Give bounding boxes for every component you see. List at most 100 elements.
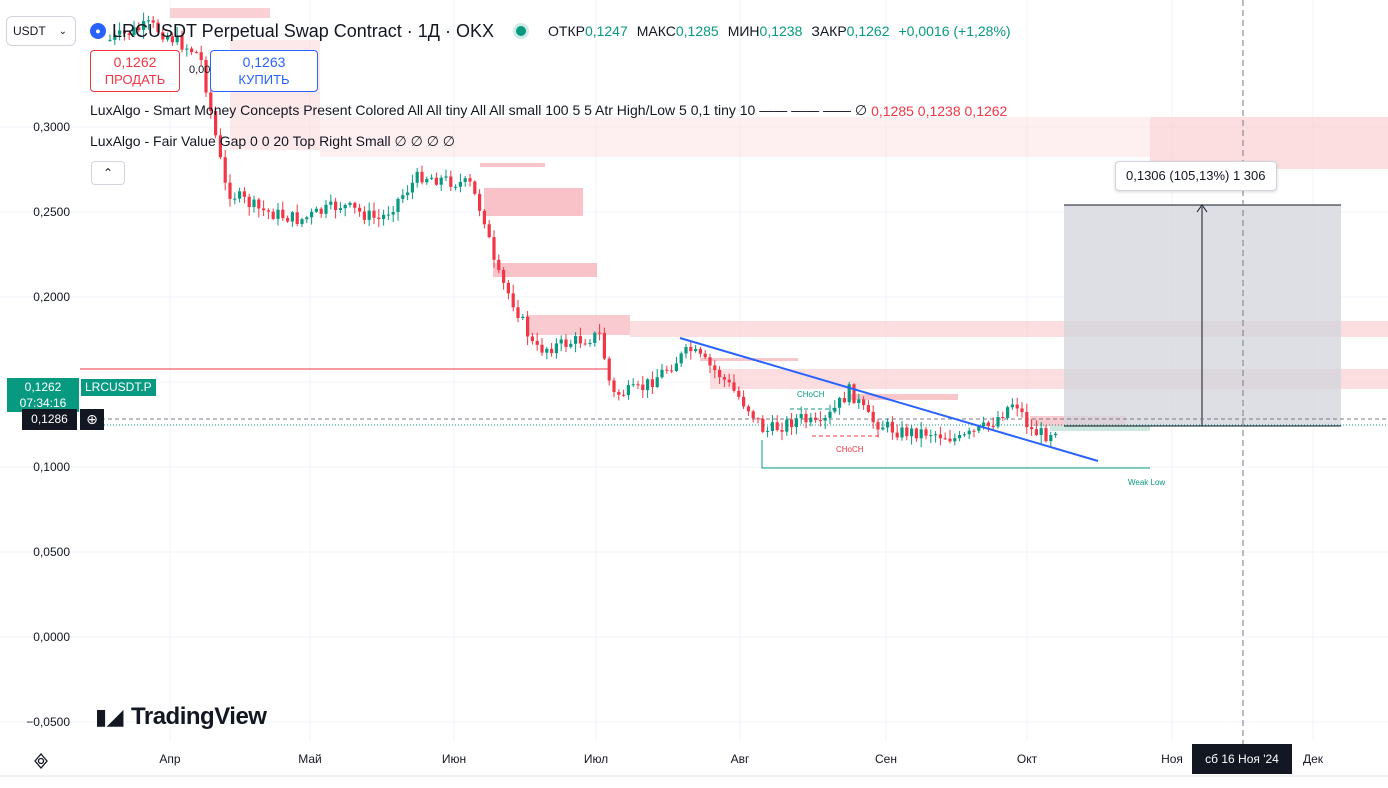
candle (535, 332, 539, 351)
candle (641, 375, 645, 399)
ohlc-high-label: МАКС (636, 23, 676, 39)
last-price-value: 0,1262 (24, 380, 62, 394)
candle (876, 418, 880, 438)
market-status-icon[interactable] (516, 26, 526, 36)
currency-select[interactable]: USDT ⌄ (6, 16, 76, 46)
candle (588, 339, 592, 347)
indicator-smc-values: 0,1285 0,1238 0,1262 (871, 102, 1008, 119)
candle (506, 280, 510, 300)
supply-zone (484, 188, 583, 216)
sell-button[interactable]: 0,1262 ПРОДАТЬ (90, 50, 180, 92)
crosshair-date-tag: сб 16 Ноя '24 (1192, 744, 1292, 774)
tradingview-logo[interactable]: ▮◢ TradingView (95, 703, 267, 731)
candle (444, 169, 448, 182)
candle (511, 284, 515, 312)
supply-zone (170, 8, 270, 18)
candle (233, 192, 237, 205)
candle (953, 433, 957, 446)
candle (550, 342, 554, 357)
candle (540, 338, 544, 356)
candle (938, 426, 942, 446)
x-tick-label: Ноя (1161, 752, 1183, 766)
candle (1015, 397, 1019, 417)
candle (314, 206, 318, 213)
candle (295, 204, 299, 227)
y-tick-label: −0,0500 (26, 715, 70, 729)
candle (794, 414, 798, 435)
weak-low-line (761, 440, 1150, 469)
candle (286, 215, 290, 223)
tradingview-logo-icon: ▮◢ (95, 704, 124, 729)
candle (353, 201, 357, 214)
candle (617, 389, 621, 401)
add-order-plus-icon[interactable]: ⊕ (80, 409, 104, 430)
candle (516, 299, 520, 323)
weak-low-label: Weak Low (1128, 478, 1165, 487)
candle (881, 420, 885, 431)
candle (564, 334, 568, 353)
ohlc-change-value: +0,0016 (+1,28%) (898, 23, 1011, 39)
candle (886, 418, 890, 433)
candle (814, 412, 818, 423)
candle (650, 371, 654, 395)
candle (391, 205, 395, 223)
candle (694, 345, 698, 353)
candle (871, 405, 875, 429)
buy-button[interactable]: 0,1263 КУПИТЬ (210, 50, 318, 92)
candle (458, 173, 462, 193)
candle (406, 185, 410, 201)
supply-zone (850, 394, 958, 400)
candle (530, 332, 534, 345)
candle (660, 363, 664, 379)
supply-zone (1150, 117, 1388, 169)
indicator-smc-name: LuxAlgo - Smart Money Concepts Present C… (90, 102, 868, 118)
candle (770, 414, 774, 436)
trendline[interactable] (679, 337, 1099, 462)
chart-settings-button[interactable] (30, 750, 52, 772)
y-tick-label: 0,0500 (33, 545, 70, 559)
candle (185, 44, 189, 57)
candle (612, 377, 616, 398)
candle (919, 421, 923, 448)
candle (386, 206, 390, 221)
supply-zone (320, 117, 1150, 157)
candle (818, 411, 822, 427)
candle (742, 390, 746, 410)
candle (420, 165, 424, 185)
candle (665, 365, 669, 374)
candle (252, 195, 256, 213)
indicator-smc[interactable]: LuxAlgo - Smart Money Concepts Present C… (90, 102, 1007, 119)
gear-icon (34, 753, 48, 769)
indicator-fvg[interactable]: LuxAlgo - Fair Value Gap 0 0 20 Top Righ… (90, 133, 459, 150)
symbol-title[interactable]: LRCUSDT Perpetual Swap Contract · 1Д · O… (112, 20, 494, 41)
candle (521, 314, 525, 321)
candle (790, 412, 794, 435)
candle (1006, 405, 1010, 420)
candle (737, 386, 741, 400)
supply-zone (700, 358, 798, 361)
candle (636, 380, 640, 390)
candle (218, 128, 222, 160)
candle (343, 203, 347, 217)
candle (785, 416, 789, 436)
candle (775, 415, 779, 432)
candle (862, 396, 866, 410)
candles (108, 12, 1058, 448)
candle (468, 174, 472, 187)
candle (194, 50, 198, 54)
chevron-down-icon: ⌄ (58, 25, 67, 37)
candle (905, 423, 909, 441)
candle (948, 429, 952, 444)
candle (761, 415, 765, 434)
candle (1034, 420, 1038, 437)
measure-tool[interactable] (1064, 204, 1341, 427)
candle (281, 201, 285, 221)
candle (439, 175, 443, 191)
candle (569, 339, 573, 349)
candle (842, 391, 846, 404)
candle (497, 254, 501, 274)
collapse-indicators-button[interactable]: ⌃ (91, 161, 125, 185)
candle (108, 34, 112, 42)
candle (175, 27, 179, 46)
